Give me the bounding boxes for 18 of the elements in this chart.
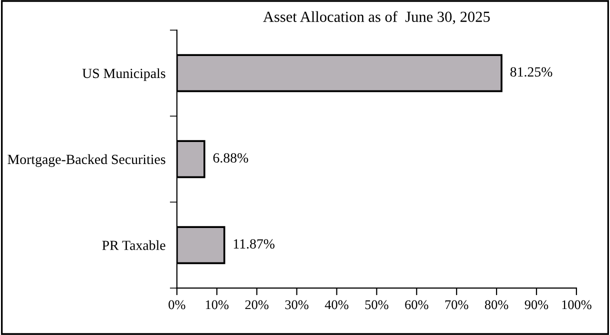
data-label: 11.87%	[234, 239, 274, 249]
x-tick-label: 60%	[405, 300, 428, 310]
x-tick-label: 0%	[168, 300, 186, 310]
x-tick-label: 20%	[245, 300, 268, 310]
y-tick-label: US Municipals	[82, 68, 166, 81]
x-tick-label: 80%	[484, 300, 508, 310]
x-tick-label: 70%	[445, 300, 468, 310]
x-tick-label: 40%	[324, 300, 348, 310]
y-tick-label: Mortgage-Backed Securities	[8, 154, 166, 167]
data-label: 81.25%	[510, 67, 552, 77]
chart-title: Asset Allocation as of June 30, 2025	[263, 11, 490, 24]
y-tick-label: PR Taxable	[102, 240, 166, 250]
x-tick-label: 10%	[206, 300, 228, 310]
data-label: 6.88%	[213, 153, 248, 163]
x-tick-label: 100%	[562, 300, 592, 310]
x-tick-label: 30%	[285, 300, 308, 310]
x-tick-label: 50%	[365, 300, 388, 310]
x-tick-label: 90%	[524, 300, 548, 310]
